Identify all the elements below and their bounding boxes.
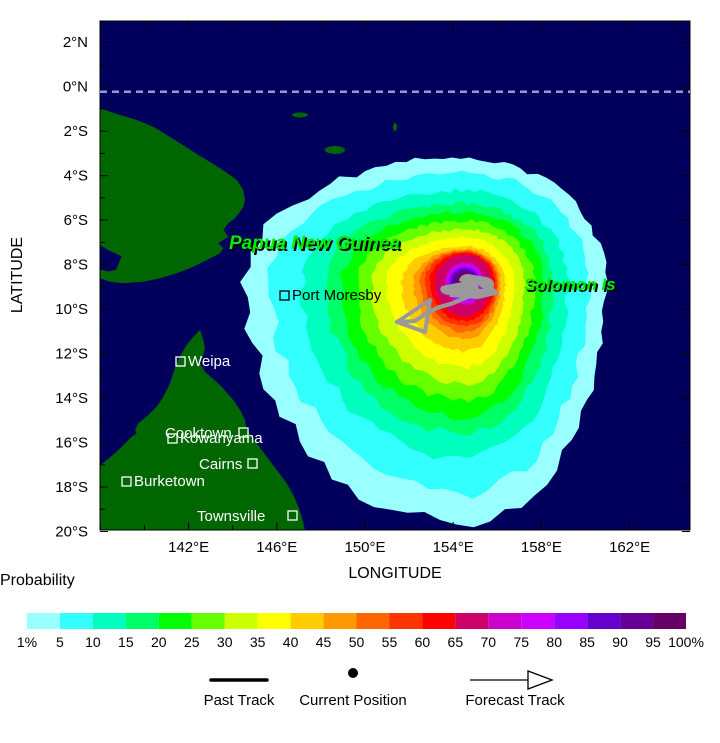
svg-text:0°N: 0°N [63, 79, 88, 96]
svg-text:16°S: 16°S [55, 435, 88, 452]
svg-text:65: 65 [448, 634, 464, 650]
svg-text:100%: 100% [668, 634, 704, 650]
svg-text:12°S: 12°S [55, 346, 88, 363]
svg-text:15: 15 [118, 634, 134, 650]
svg-text:2°S: 2°S [64, 123, 88, 140]
svg-text:LONGITUDE: LONGITUDE [348, 565, 441, 582]
svg-text:162°E: 162°E [609, 539, 650, 556]
svg-text:Solomon Is: Solomon Is [524, 275, 616, 294]
svg-text:40: 40 [283, 634, 299, 650]
svg-text:Port Moresby: Port Moresby [292, 287, 382, 304]
svg-text:5: 5 [56, 634, 64, 650]
svg-text:150°E: 150°E [344, 539, 385, 556]
svg-text:95: 95 [645, 634, 661, 650]
svg-text:90: 90 [612, 634, 628, 650]
svg-text:4°S: 4°S [64, 168, 88, 185]
svg-text:Probability: Probability [0, 572, 75, 589]
svg-text:Forecast Track: Forecast Track [465, 692, 565, 709]
svg-text:20: 20 [151, 634, 167, 650]
svg-text:50: 50 [349, 634, 365, 650]
svg-text:10°S: 10°S [55, 301, 88, 318]
svg-text:Burketown: Burketown [134, 473, 205, 490]
svg-text:80: 80 [546, 634, 562, 650]
svg-text:LATITUDE: LATITUDE [9, 237, 26, 313]
svg-text:14°S: 14°S [55, 390, 88, 407]
svg-text:75: 75 [513, 634, 529, 650]
svg-text:30: 30 [217, 634, 233, 650]
svg-text:2°N: 2°N [63, 34, 88, 51]
svg-text:142°E: 142°E [168, 539, 209, 556]
svg-text:Cairns: Cairns [199, 456, 242, 473]
svg-text:60: 60 [415, 634, 431, 650]
svg-text:Papua New Guinea: Papua New Guinea [229, 233, 400, 254]
svg-text:55: 55 [382, 634, 398, 650]
svg-text:158°E: 158°E [521, 539, 562, 556]
svg-text:25: 25 [184, 634, 200, 650]
svg-text:45: 45 [316, 634, 332, 650]
svg-text:Townsville: Townsville [197, 508, 265, 525]
svg-text:10: 10 [85, 634, 101, 650]
svg-text:35: 35 [250, 634, 266, 650]
svg-text:1%: 1% [17, 634, 37, 650]
svg-text:85: 85 [579, 634, 595, 650]
svg-text:Current Position: Current Position [299, 692, 407, 709]
svg-text:20°S: 20°S [55, 524, 88, 541]
svg-text:Past Track: Past Track [204, 692, 275, 709]
svg-text:18°S: 18°S [55, 479, 88, 496]
svg-text:Weipa: Weipa [188, 353, 231, 370]
svg-text:Kowanyama: Kowanyama [180, 430, 263, 447]
svg-text:154°E: 154°E [433, 539, 474, 556]
svg-text:8°S: 8°S [64, 257, 88, 274]
svg-text:146°E: 146°E [256, 539, 297, 556]
svg-text:6°S: 6°S [64, 212, 88, 229]
svg-text:70: 70 [481, 634, 497, 650]
